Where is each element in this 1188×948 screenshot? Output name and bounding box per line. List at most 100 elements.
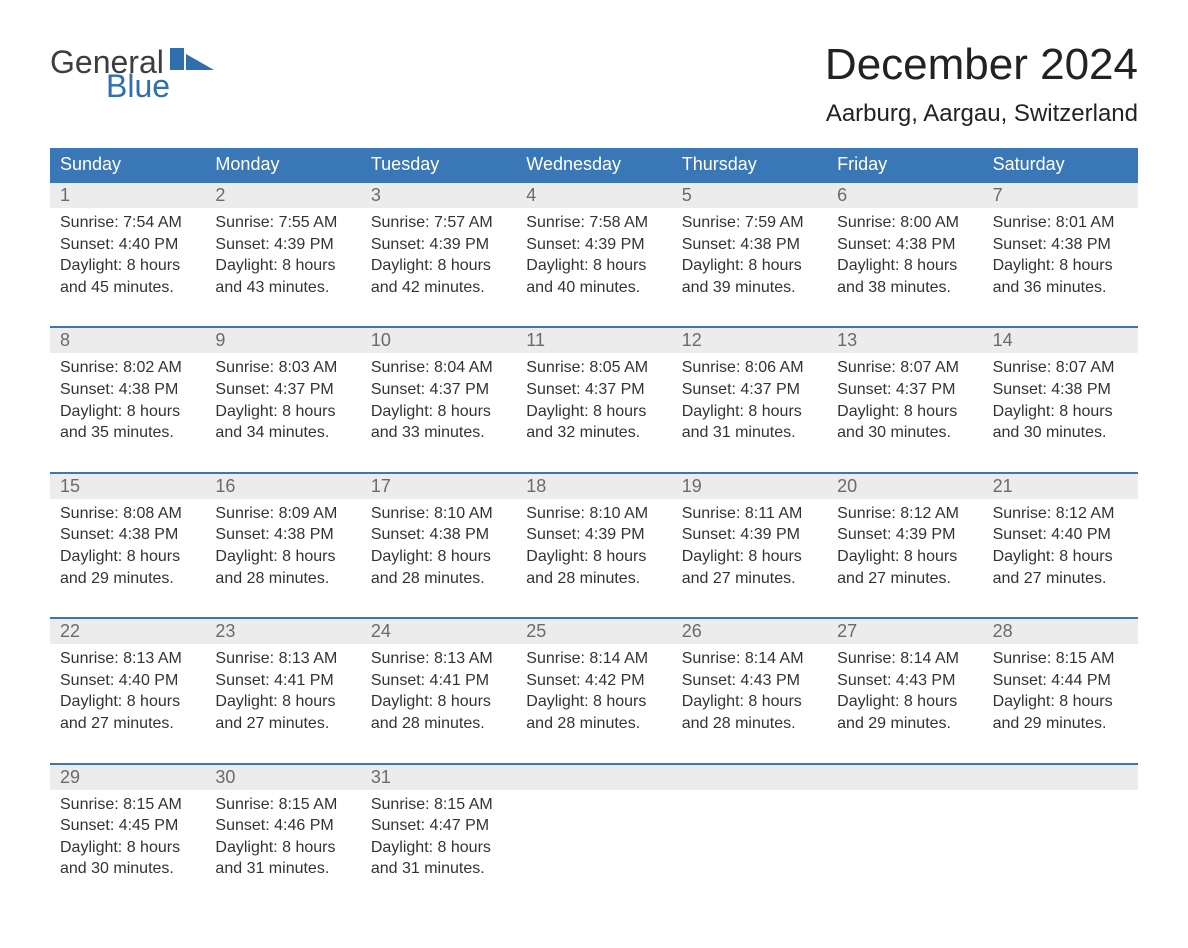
weekday-cell: Wednesday bbox=[516, 148, 671, 181]
day-daylight1: Daylight: 8 hours bbox=[682, 691, 817, 713]
day-sunset: Sunset: 4:39 PM bbox=[682, 524, 817, 546]
day-number: 27 bbox=[827, 619, 982, 644]
calendar: SundayMondayTuesdayWednesdayThursdayFrid… bbox=[50, 148, 1138, 890]
day-daylight1: Daylight: 8 hours bbox=[215, 401, 350, 423]
day-sunset: Sunset: 4:38 PM bbox=[371, 524, 506, 546]
calendar-week: 1234567Sunrise: 7:54 AMSunset: 4:40 PMDa… bbox=[50, 181, 1138, 308]
day-details: Sunrise: 7:57 AMSunset: 4:39 PMDaylight:… bbox=[361, 208, 516, 308]
day-sunrise: Sunrise: 8:15 AM bbox=[993, 648, 1128, 670]
day-daylight1: Daylight: 8 hours bbox=[682, 401, 817, 423]
day-number: 5 bbox=[672, 183, 827, 208]
day-sunrise: Sunrise: 8:14 AM bbox=[682, 648, 817, 670]
day-daylight2: and 28 minutes. bbox=[526, 568, 661, 590]
day-daylight1: Daylight: 8 hours bbox=[60, 837, 195, 859]
logo-word-blue: Blue bbox=[106, 70, 214, 102]
day-daylight1: Daylight: 8 hours bbox=[837, 691, 972, 713]
day-number: 3 bbox=[361, 183, 516, 208]
weekday-cell: Saturday bbox=[983, 148, 1138, 181]
day-details: Sunrise: 8:10 AMSunset: 4:38 PMDaylight:… bbox=[361, 499, 516, 599]
day-daylight2: and 28 minutes. bbox=[371, 568, 506, 590]
day-sunrise: Sunrise: 8:15 AM bbox=[371, 794, 506, 816]
day-daylight1: Daylight: 8 hours bbox=[993, 401, 1128, 423]
day-sunrise: Sunrise: 8:00 AM bbox=[837, 212, 972, 234]
day-daylight2: and 28 minutes. bbox=[215, 568, 350, 590]
day-details: Sunrise: 8:15 AMSunset: 4:45 PMDaylight:… bbox=[50, 790, 205, 890]
day-sunrise: Sunrise: 8:03 AM bbox=[215, 357, 350, 379]
location-text: Aarburg, Aargau, Switzerland bbox=[825, 100, 1138, 128]
day-sunset: Sunset: 4:45 PM bbox=[60, 815, 195, 837]
day-number: 28 bbox=[983, 619, 1138, 644]
day-details: Sunrise: 8:12 AMSunset: 4:39 PMDaylight:… bbox=[827, 499, 982, 599]
day-number: 1 bbox=[50, 183, 205, 208]
day-details bbox=[983, 790, 1138, 890]
day-sunrise: Sunrise: 8:07 AM bbox=[837, 357, 972, 379]
calendar-week: 15161718192021Sunrise: 8:08 AMSunset: 4:… bbox=[50, 472, 1138, 599]
day-daylight1: Daylight: 8 hours bbox=[60, 546, 195, 568]
day-number: 11 bbox=[516, 328, 671, 353]
day-sunset: Sunset: 4:41 PM bbox=[215, 670, 350, 692]
day-details bbox=[827, 790, 982, 890]
day-sunrise: Sunrise: 8:09 AM bbox=[215, 503, 350, 525]
day-details bbox=[516, 790, 671, 890]
day-sunset: Sunset: 4:38 PM bbox=[60, 379, 195, 401]
day-number: 2 bbox=[205, 183, 360, 208]
day-sunrise: Sunrise: 8:04 AM bbox=[371, 357, 506, 379]
day-details: Sunrise: 8:11 AMSunset: 4:39 PMDaylight:… bbox=[672, 499, 827, 599]
day-daylight2: and 39 minutes. bbox=[682, 277, 817, 299]
day-number: 9 bbox=[205, 328, 360, 353]
day-number: 16 bbox=[205, 474, 360, 499]
day-number: 19 bbox=[672, 474, 827, 499]
day-sunrise: Sunrise: 8:05 AM bbox=[526, 357, 661, 379]
day-details: Sunrise: 8:01 AMSunset: 4:38 PMDaylight:… bbox=[983, 208, 1138, 308]
day-number bbox=[983, 765, 1138, 790]
day-daylight2: and 29 minutes. bbox=[60, 568, 195, 590]
day-sunrise: Sunrise: 8:13 AM bbox=[215, 648, 350, 670]
day-sunrise: Sunrise: 8:13 AM bbox=[371, 648, 506, 670]
day-number: 15 bbox=[50, 474, 205, 499]
day-sunrise: Sunrise: 8:11 AM bbox=[682, 503, 817, 525]
weekday-cell: Sunday bbox=[50, 148, 205, 181]
day-daylight2: and 27 minutes. bbox=[993, 568, 1128, 590]
day-daylight1: Daylight: 8 hours bbox=[993, 255, 1128, 277]
day-details: Sunrise: 8:14 AMSunset: 4:43 PMDaylight:… bbox=[672, 644, 827, 744]
day-number bbox=[827, 765, 982, 790]
day-sunset: Sunset: 4:39 PM bbox=[215, 234, 350, 256]
day-sunrise: Sunrise: 8:02 AM bbox=[60, 357, 195, 379]
day-sunset: Sunset: 4:38 PM bbox=[60, 524, 195, 546]
day-number: 23 bbox=[205, 619, 360, 644]
day-details: Sunrise: 8:15 AMSunset: 4:46 PMDaylight:… bbox=[205, 790, 360, 890]
day-number: 6 bbox=[827, 183, 982, 208]
day-details: Sunrise: 8:13 AMSunset: 4:41 PMDaylight:… bbox=[205, 644, 360, 744]
day-daylight2: and 29 minutes. bbox=[837, 713, 972, 735]
weekday-cell: Friday bbox=[827, 148, 982, 181]
day-number: 25 bbox=[516, 619, 671, 644]
day-details: Sunrise: 8:15 AMSunset: 4:47 PMDaylight:… bbox=[361, 790, 516, 890]
day-daylight2: and 27 minutes. bbox=[682, 568, 817, 590]
day-details: Sunrise: 8:05 AMSunset: 4:37 PMDaylight:… bbox=[516, 353, 671, 453]
weeks-container: 1234567Sunrise: 7:54 AMSunset: 4:40 PMDa… bbox=[50, 181, 1138, 890]
day-sunset: Sunset: 4:40 PM bbox=[993, 524, 1128, 546]
day-body-row: Sunrise: 8:13 AMSunset: 4:40 PMDaylight:… bbox=[50, 644, 1138, 744]
day-details: Sunrise: 8:06 AMSunset: 4:37 PMDaylight:… bbox=[672, 353, 827, 453]
day-daylight1: Daylight: 8 hours bbox=[837, 546, 972, 568]
day-number-row: 293031 bbox=[50, 763, 1138, 790]
day-number-row: 15161718192021 bbox=[50, 472, 1138, 499]
day-sunrise: Sunrise: 8:12 AM bbox=[837, 503, 972, 525]
day-daylight1: Daylight: 8 hours bbox=[837, 255, 972, 277]
day-number: 10 bbox=[361, 328, 516, 353]
day-body-row: Sunrise: 8:02 AMSunset: 4:38 PMDaylight:… bbox=[50, 353, 1138, 453]
day-details: Sunrise: 8:07 AMSunset: 4:37 PMDaylight:… bbox=[827, 353, 982, 453]
day-sunrise: Sunrise: 8:06 AM bbox=[682, 357, 817, 379]
day-daylight1: Daylight: 8 hours bbox=[215, 255, 350, 277]
day-daylight1: Daylight: 8 hours bbox=[60, 401, 195, 423]
day-sunrise: Sunrise: 8:12 AM bbox=[993, 503, 1128, 525]
day-daylight2: and 34 minutes. bbox=[215, 422, 350, 444]
day-daylight1: Daylight: 8 hours bbox=[371, 691, 506, 713]
day-sunset: Sunset: 4:37 PM bbox=[371, 379, 506, 401]
day-daylight1: Daylight: 8 hours bbox=[215, 837, 350, 859]
weekday-cell: Thursday bbox=[672, 148, 827, 181]
day-sunset: Sunset: 4:38 PM bbox=[682, 234, 817, 256]
day-details: Sunrise: 7:58 AMSunset: 4:39 PMDaylight:… bbox=[516, 208, 671, 308]
day-sunrise: Sunrise: 8:07 AM bbox=[993, 357, 1128, 379]
day-daylight1: Daylight: 8 hours bbox=[526, 546, 661, 568]
